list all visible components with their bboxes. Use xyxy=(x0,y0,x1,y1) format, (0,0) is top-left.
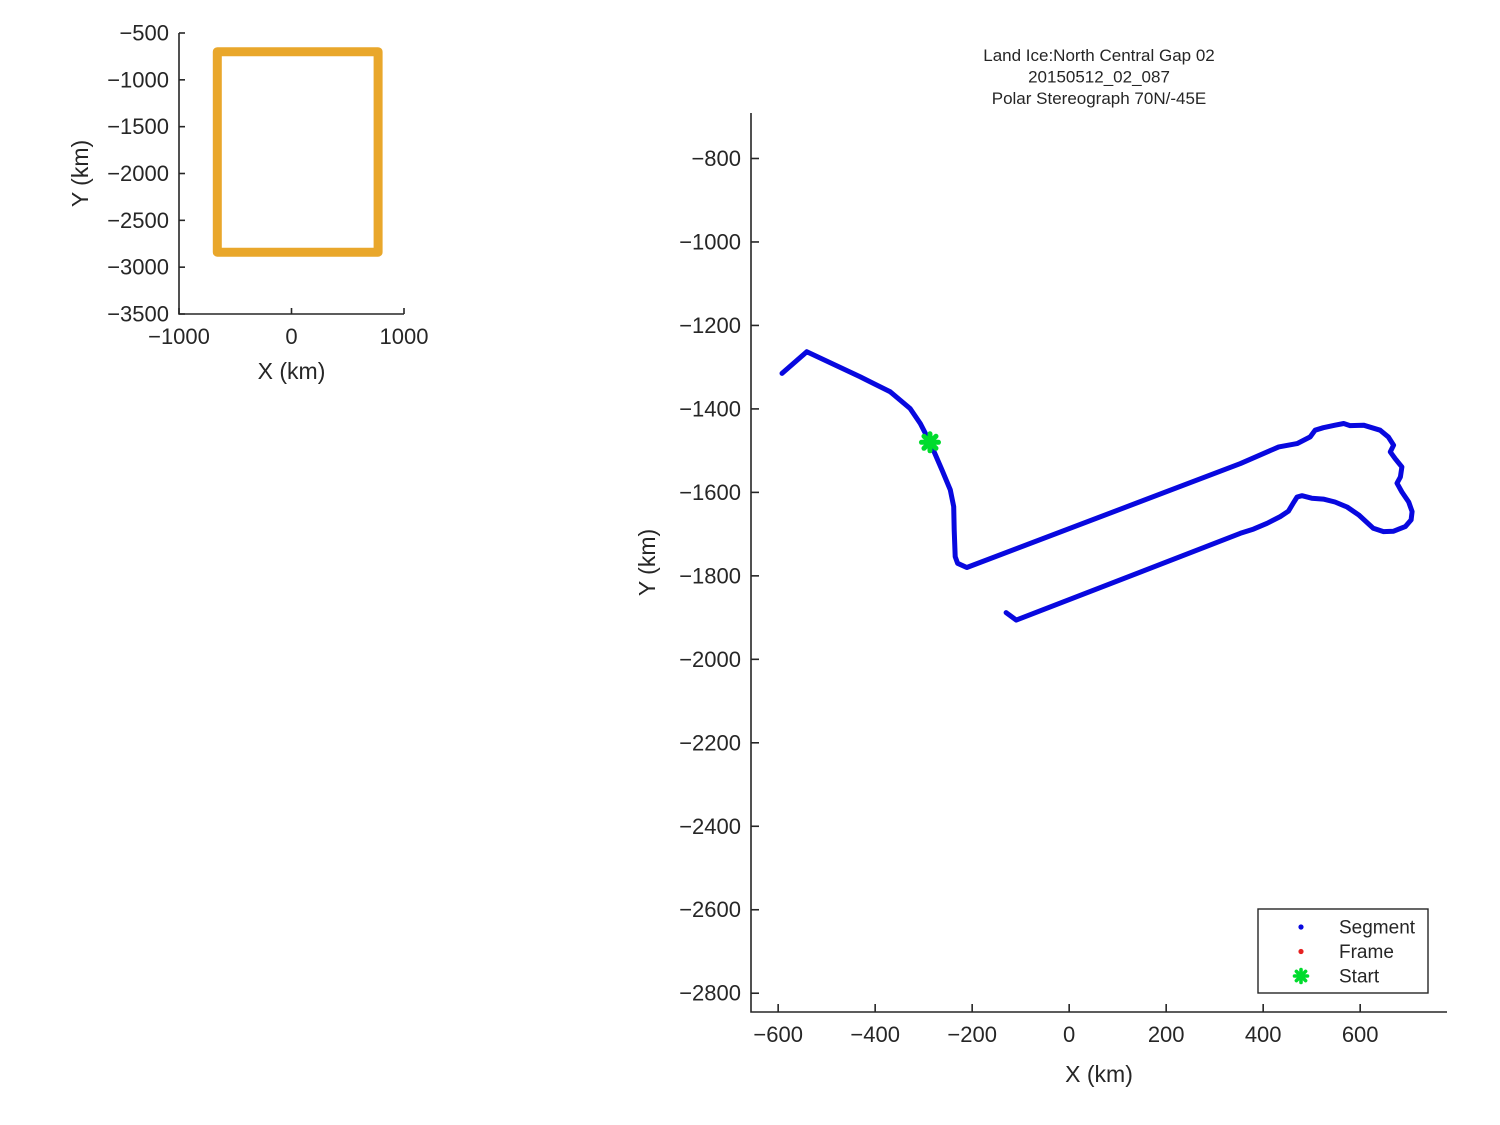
y-tick-label: −2000 xyxy=(679,647,741,672)
x-tick-label: −1000 xyxy=(148,324,210,349)
y-tick-label: −1800 xyxy=(679,563,741,588)
y-tick-label: −3000 xyxy=(107,255,169,280)
y-tick-label: −2400 xyxy=(679,814,741,839)
series-segment xyxy=(779,349,1415,623)
x-tick-label: 0 xyxy=(285,324,297,349)
y-tick-label: −2000 xyxy=(107,161,169,186)
y-tick-label: −2500 xyxy=(107,208,169,233)
axis-spines xyxy=(178,33,404,315)
x-tick-label: 0 xyxy=(1063,1022,1075,1047)
x-tick-label: −400 xyxy=(850,1022,900,1047)
y-tick-label: −2800 xyxy=(679,981,741,1006)
subplot-main: −600 −400 −200 0 200 400 600−800−1000−1200−140… xyxy=(634,46,1447,1087)
series-coverage-box xyxy=(212,47,383,257)
axis-spines xyxy=(750,113,1447,1013)
legend-start-marker-icon xyxy=(1292,967,1310,985)
start-marker xyxy=(918,431,941,454)
y-tick-label: −800 xyxy=(691,146,741,171)
legend-segment-marker-icon xyxy=(1298,924,1304,930)
legend: Segment Frame Start xyxy=(1257,908,1429,994)
plot-title-line: Land Ice:North Central Gap 02 xyxy=(983,46,1215,65)
legend-label: Start xyxy=(1339,967,1380,988)
y-axis-label: Y (km) xyxy=(67,140,93,207)
y-tick-label: −1500 xyxy=(107,114,169,139)
legend-box xyxy=(1257,908,1429,994)
y-tick-label: −1000 xyxy=(107,67,169,92)
y-tick-label: −500 xyxy=(119,21,169,46)
y-tick-label: −1200 xyxy=(679,313,741,338)
y-tick-label: −1600 xyxy=(679,480,741,505)
subplot-overview: −1000 0 1000 −500 −1000 −1500 −2000 −2500 −3000 −… xyxy=(67,21,428,385)
x-tick-label: 200 xyxy=(1148,1022,1185,1047)
plot-title-line: Polar Stereograph 70N/-45E xyxy=(992,89,1207,108)
x-tick-label: −600 xyxy=(753,1022,803,1047)
legend-frame-marker-icon xyxy=(1298,948,1304,955)
legend-label: Segment xyxy=(1339,918,1416,939)
y-tick-label: −1000 xyxy=(679,229,741,254)
y-tick-label: −1400 xyxy=(679,396,741,421)
y-tick-label: −2200 xyxy=(679,730,741,755)
x-tick-label: −200 xyxy=(947,1022,997,1047)
x-axis-label: X (km) xyxy=(258,358,326,384)
x-axis-label: X (km) xyxy=(1065,1061,1133,1087)
legend-label: Frame xyxy=(1339,942,1394,963)
y-tick-label: −2600 xyxy=(679,897,741,922)
plot-title-line: 20150512_02_087 xyxy=(1028,68,1170,87)
x-tick-label: 1000 xyxy=(380,324,429,349)
x-tick-label: 600 xyxy=(1342,1022,1379,1047)
x-tick-label: 400 xyxy=(1245,1022,1282,1047)
y-tick-label: −3500 xyxy=(107,302,169,327)
y-axis-label: Y (km) xyxy=(634,529,660,596)
